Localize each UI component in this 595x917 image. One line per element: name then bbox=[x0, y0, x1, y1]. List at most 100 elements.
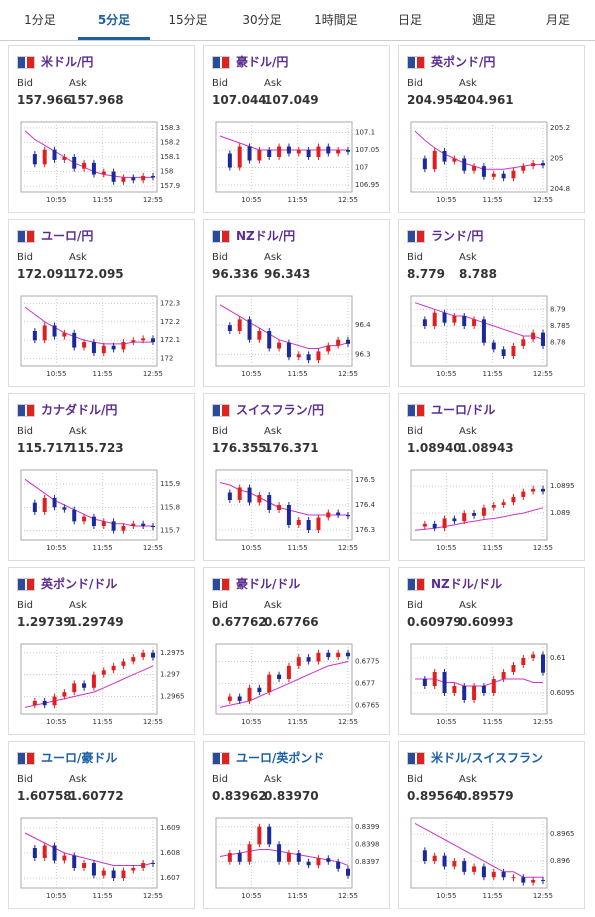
candle bbox=[72, 683, 77, 693]
candle bbox=[442, 150, 447, 162]
tab[interactable]: 5分足 bbox=[78, 0, 150, 40]
x-tick-label: 12:55 bbox=[338, 544, 358, 552]
ask-label: Ask bbox=[264, 774, 282, 785]
tab[interactable]: 15分足 bbox=[168, 13, 208, 27]
x-tick-label: 11:55 bbox=[93, 892, 113, 900]
candle bbox=[306, 520, 311, 530]
candle bbox=[101, 171, 106, 175]
mini-chart: 1.0895 1.089 10:55 11:55 12:55 bbox=[410, 469, 575, 552]
pair-name: 英ポンド/ドル bbox=[41, 577, 118, 591]
candle bbox=[306, 861, 311, 866]
candle bbox=[442, 518, 447, 529]
candle bbox=[511, 170, 516, 179]
candle bbox=[326, 512, 331, 518]
mini-chart: 0.8965 0.896 10:55 11:55 12:55 bbox=[410, 817, 575, 900]
rate-card[interactable]: カナダドル/円 Bid Ask 115.717 115.723 115.9 115.8 115… bbox=[8, 393, 195, 561]
candle bbox=[32, 848, 37, 858]
x-tick-label: 12:55 bbox=[143, 544, 163, 552]
x-tick-label: 10:55 bbox=[46, 370, 66, 378]
ask-value: 8.788 bbox=[459, 267, 497, 281]
ask-value: 1.29749 bbox=[69, 615, 124, 629]
candle bbox=[501, 349, 506, 356]
rate-card[interactable]: NZドル/円 Bid Ask 96.336 96.343 96.4 96.3 10:55 11:… bbox=[203, 219, 390, 387]
candle bbox=[121, 661, 126, 666]
rate-card[interactable]: NZドル/ドル Bid Ask 0.60979 0.60993 0.61 0.6095 10:… bbox=[398, 567, 585, 735]
rate-card[interactable]: ユーロ/英ポンド Bid Ask 0.83962 0.83970 0.8399 0.8398… bbox=[203, 741, 390, 909]
moving-average bbox=[414, 302, 544, 340]
candle bbox=[422, 523, 427, 527]
candle bbox=[91, 162, 96, 175]
candle bbox=[296, 150, 301, 154]
y-tick-label: 0.896 bbox=[550, 857, 571, 865]
candle bbox=[267, 674, 272, 693]
candle bbox=[472, 319, 477, 326]
candle bbox=[491, 342, 496, 350]
tab[interactable]: 1時間足 bbox=[314, 13, 358, 27]
tab[interactable]: 30分足 bbox=[242, 13, 282, 27]
pair-name: NZドル/ドル bbox=[431, 577, 503, 591]
plot-frame bbox=[215, 121, 353, 193]
candle bbox=[531, 332, 536, 340]
candle bbox=[346, 868, 350, 876]
pair-name: スイスフラン/円 bbox=[236, 403, 325, 417]
rate-card[interactable]: 英ポンド/ドル Bid Ask 1.29739 1.29749 1.2975 1.297 1.… bbox=[8, 567, 195, 735]
candle bbox=[296, 354, 301, 358]
candle bbox=[257, 826, 262, 845]
y-tick-label: 1.089 bbox=[550, 509, 570, 517]
rate-card[interactable]: 米ドル/スイスフラン Bid Ask 0.89564 0.89579 0.8965 0.89… bbox=[398, 741, 585, 909]
rate-card[interactable]: ユーロ/円 Bid Ask 172.091 172.095 172.3 172.2 172.1… bbox=[8, 219, 195, 387]
tab[interactable]: 1分足 bbox=[24, 13, 56, 27]
candle bbox=[131, 340, 136, 343]
rate-card[interactable]: ユーロ/ドル Bid Ask 1.08940 1.08943 1.0895 1.089 10:… bbox=[398, 393, 585, 561]
candle bbox=[422, 850, 427, 862]
mini-chart: 176.5 176.4 176.3 10:55 11:55 12:55 bbox=[215, 469, 376, 552]
bid-label: Bid bbox=[407, 774, 423, 785]
candle bbox=[247, 319, 252, 340]
pair-name: ユーロ/英ポンド bbox=[236, 751, 325, 765]
rate-card[interactable]: スイスフラン/円 Bid Ask 176.355 176.371 176.5 176.4 17… bbox=[203, 393, 390, 561]
candle bbox=[82, 162, 87, 169]
tab[interactable]: 週足 bbox=[471, 13, 496, 27]
ask-label: Ask bbox=[459, 774, 477, 785]
candle bbox=[511, 877, 516, 879]
candle bbox=[422, 158, 427, 170]
tab[interactable]: 月足 bbox=[545, 13, 570, 27]
rate-card[interactable]: 豪ドル/ドル Bid Ask 0.67762 0.67766 0.6775 0.677 0.6… bbox=[203, 567, 390, 735]
candle bbox=[491, 679, 496, 693]
candle bbox=[531, 654, 536, 658]
rate-card[interactable]: 英ポンド/円 Bid Ask 204.954 204.961 205.2 205 204.8 1… bbox=[398, 45, 585, 213]
rate-card[interactable]: ユーロ/豪ドル Bid Ask 1.60758 1.60772 1.609 1.608 1.6… bbox=[8, 741, 195, 909]
rate-card[interactable]: 米ドル/円 Bid Ask 157.966 157.968 158.3 158.2 158.1… bbox=[8, 45, 195, 213]
pair-name: NZドル/円 bbox=[236, 229, 296, 243]
candle bbox=[481, 507, 486, 516]
x-tick-label: 11:55 bbox=[93, 718, 113, 726]
ask-label: Ask bbox=[69, 774, 87, 785]
candle bbox=[91, 863, 96, 876]
pair-name: 米ドル/円 bbox=[41, 55, 94, 69]
x-tick-label: 12:55 bbox=[338, 892, 358, 900]
moving-average bbox=[219, 661, 349, 708]
candle bbox=[42, 700, 47, 706]
ask-label: Ask bbox=[69, 600, 87, 611]
y-tick-label: 0.6095 bbox=[550, 689, 575, 697]
flag-icon bbox=[17, 404, 35, 417]
mini-chart: 1.2975 1.297 1.2965 10:55 11:55 12:55 bbox=[20, 643, 185, 726]
candle bbox=[472, 866, 477, 872]
candle bbox=[121, 870, 126, 878]
rate-card[interactable]: ランド/円 Bid Ask 8.779 8.788 8.79 8.785 8.78 10:55 1… bbox=[398, 219, 585, 387]
candle bbox=[491, 505, 496, 508]
x-tick-label: 10:55 bbox=[241, 892, 261, 900]
candle bbox=[257, 495, 262, 503]
candle bbox=[462, 861, 467, 872]
candle bbox=[131, 523, 136, 526]
y-tick-label: 204.8 bbox=[550, 185, 570, 193]
candle bbox=[306, 150, 311, 157]
tab[interactable]: 日足 bbox=[397, 13, 422, 27]
y-tick-label: 176.3 bbox=[355, 526, 375, 534]
rate-card[interactable]: 豪ドル/円 Bid Ask 107.044 107.049 107.1 107.05 107 1… bbox=[203, 45, 390, 213]
candle bbox=[346, 652, 350, 657]
pair-name: 英ポンド/円 bbox=[431, 55, 496, 69]
candle bbox=[227, 696, 232, 701]
candle bbox=[511, 665, 516, 672]
candle bbox=[151, 863, 155, 864]
